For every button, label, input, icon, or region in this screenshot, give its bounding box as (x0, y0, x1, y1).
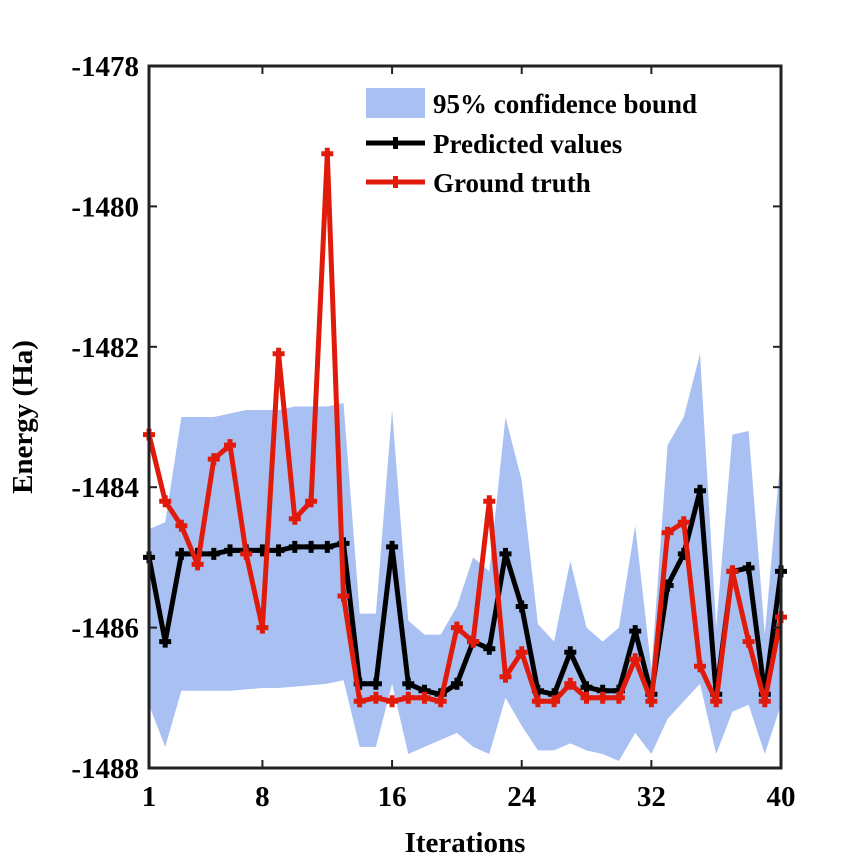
ground-truth-point (434, 695, 447, 708)
x-tick-label: 1 (142, 781, 157, 813)
ground-truth-point (386, 695, 399, 708)
predicted-values-point (483, 642, 496, 655)
y-tick-label: -1480 (71, 191, 139, 223)
x-tick-label: 32 (637, 781, 666, 813)
ground-truth-point (159, 495, 172, 508)
predicted-values-point (159, 635, 172, 648)
predicted-values-point (564, 646, 577, 659)
ground-truth-point (305, 495, 318, 508)
ground-truth-point (515, 646, 528, 659)
predicted-values-point (515, 600, 528, 613)
legend: 95% confidence bound Predicted values Gr… (366, 88, 697, 198)
predicted-values-point (272, 544, 285, 557)
ground-truth-point (207, 453, 220, 466)
ground-truth-point (548, 695, 561, 708)
x-tick-label: 8 (255, 781, 270, 813)
ground-truth-point (288, 512, 301, 525)
predicted-values-point (321, 540, 334, 553)
x-tick-label: 16 (378, 781, 407, 813)
y-tick-label: -1482 (71, 332, 139, 364)
series-layer (143, 147, 787, 708)
plot-frame (147, 64, 783, 770)
y-axis-label: Energy (Ha) (7, 340, 39, 494)
predicted-values-point (450, 677, 463, 690)
ground-truth-point (321, 147, 334, 160)
legend-ground-truth-marker (389, 176, 402, 188)
predicted-values-point (694, 484, 706, 497)
predicted-values-point (369, 677, 382, 690)
ground-truth-point (402, 691, 415, 704)
confidence-band-layer (149, 353, 781, 761)
ground-truth-point (677, 516, 690, 529)
ground-truth-point (726, 565, 739, 578)
confidence-band (149, 353, 781, 761)
ground-truth-point (467, 635, 480, 648)
ground-truth-point (596, 691, 609, 704)
y-tick-label: -1478 (71, 51, 139, 83)
legend-band-swatch (366, 88, 425, 118)
ground-truth-point (337, 590, 350, 602)
ground-truth-point (499, 670, 512, 683)
x-tick-label: 40 (767, 781, 796, 813)
ground-truth-point (483, 495, 496, 508)
y-tick-label: -1486 (71, 613, 139, 645)
ground-truth-point (629, 653, 642, 666)
predicted-values-point (288, 540, 301, 553)
x-axis-label: Iterations (405, 827, 526, 859)
x-tick-label: 24 (507, 781, 536, 813)
ground-truth-point (450, 621, 463, 634)
ground-truth-point (742, 635, 755, 648)
ground-truth-point (580, 691, 593, 704)
predicted-values-line (146, 488, 784, 697)
ground-truth-point (175, 519, 188, 532)
predicted-values-point (386, 540, 399, 553)
predicted-values-point (580, 681, 593, 694)
ground-truth-point (645, 695, 658, 708)
ground-truth-point (564, 677, 577, 690)
ground-truth-point (710, 695, 723, 708)
predicted-values-point (629, 625, 642, 638)
ground-truth-point (191, 558, 204, 571)
predicted-values-point (224, 544, 236, 557)
ground-truth-point (353, 695, 366, 708)
axis-ticks: 1 8 16 24 32 40 -1478 -1480 -1482 -1484 -1486 -1488 (71, 51, 795, 813)
ground-truth-point (224, 439, 236, 452)
y-tick-label: -1484 (71, 472, 139, 504)
legend-band-label: 95% confidence bound (433, 89, 697, 119)
ground-truth-point (256, 621, 269, 634)
ground-truth-point (758, 695, 771, 708)
predicted-values-point (402, 677, 415, 690)
y-tick-label: -1488 (71, 753, 139, 785)
predicted-values-point (305, 540, 318, 553)
legend-predicted-marker (389, 137, 402, 149)
legend-predicted-label: Predicted values (433, 129, 622, 159)
ground-truth-point (240, 547, 253, 560)
ground-truth-line (146, 151, 784, 704)
predicted-values-point (742, 561, 755, 574)
predicted-values-point (175, 547, 188, 560)
predicted-values-point (207, 547, 220, 560)
legend-ground-truth-label: Ground truth (433, 168, 591, 198)
ground-truth-point (612, 691, 625, 704)
ground-truth-point (661, 526, 674, 539)
ground-truth-point (369, 691, 382, 704)
ground-truth-point (531, 695, 544, 708)
ground-truth-point (418, 691, 431, 704)
ground-truth-point (272, 347, 285, 360)
predicted-values-point (499, 547, 512, 560)
ground-truth-point (694, 660, 706, 673)
